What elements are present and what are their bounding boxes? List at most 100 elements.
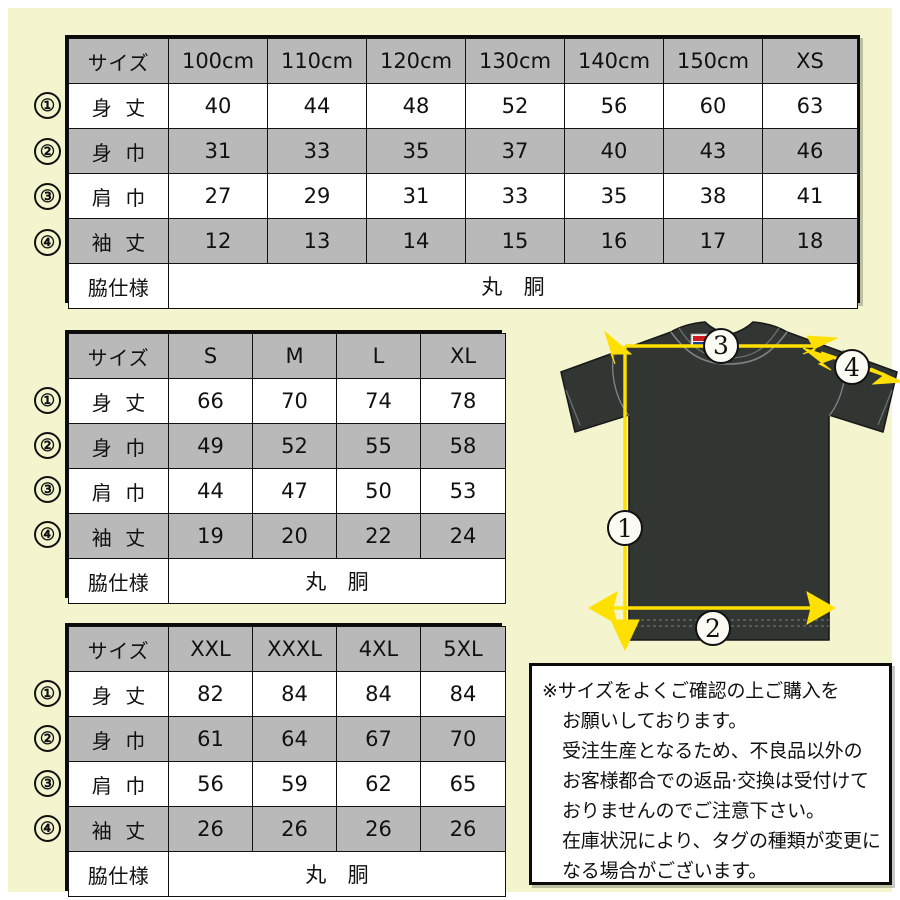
arrowhead-shoulder-right (802, 335, 839, 355)
table-cell: 44 (168, 468, 253, 514)
table-cell: 82 (168, 671, 253, 717)
table-row-footer: 脇仕様 丸 胴 (68, 851, 506, 897)
note-line: おりませんのでご注意下さい。 (562, 800, 825, 822)
table-cell: 31 (366, 173, 466, 219)
table-row: 身 丈 40 44 48 52 56 60 63 (68, 83, 858, 129)
marker-1-table2: ① (34, 387, 61, 414)
marker-2-table2: ② (34, 432, 61, 459)
marker-3-table3: ③ (34, 770, 61, 797)
table-cell: 18 (762, 218, 858, 264)
arrowhead-sleeve-left (802, 347, 837, 371)
diagram-marker-3: 3 (703, 328, 739, 364)
table-cell: 41 (762, 173, 858, 219)
table-row: 肩 巾 27 29 31 33 35 38 41 (68, 173, 858, 219)
marker-2-table3: ② (34, 725, 61, 752)
table-cell: 47 (252, 468, 337, 514)
table-cell: 22 (336, 513, 421, 559)
table-row: 肩 巾 44 47 50 53 (68, 468, 506, 514)
table-cell: 52 (465, 83, 565, 129)
table-cell: 35 (564, 173, 664, 219)
header-size: サイズ (68, 333, 169, 379)
table-cell: 37 (465, 128, 565, 174)
table-cell: 40 (564, 128, 664, 174)
table-row: 身 巾 49 52 55 58 (68, 423, 506, 469)
table-cell: 61 (168, 716, 253, 762)
column-header: 130cm (465, 38, 565, 84)
row-label: 袖 丈 (68, 806, 169, 852)
diagram-marker-2: 2 (695, 610, 731, 646)
table-cell: 40 (168, 83, 268, 129)
table-cell: 78 (420, 378, 506, 424)
table-cell: 19 (168, 513, 253, 559)
table-cell: 35 (366, 128, 466, 174)
table-cell: 59 (252, 761, 337, 807)
marker-1-table3: ① (34, 680, 61, 707)
table-cell: 70 (252, 378, 337, 424)
table-row-header: サイズ XXL XXXL 4XL 5XL (68, 626, 506, 672)
table-cell: 15 (465, 218, 565, 264)
column-header: 110cm (267, 38, 367, 84)
tshirt-diagram: 3 4 1 2 (553, 320, 900, 652)
arrowhead-width-left (587, 590, 618, 626)
table-cell: 48 (366, 83, 466, 129)
table-row: 袖 丈 26 26 26 26 (68, 806, 506, 852)
note-line: 受注生産となるため、不良品以外の (562, 740, 863, 762)
header-size: サイズ (68, 626, 169, 672)
column-header: XL (420, 333, 506, 379)
table-row-header: サイズ 100cm 110cm 120cm 130cm 140cm 150cm … (68, 38, 858, 84)
table-row: 身 巾 31 33 35 37 40 43 46 (68, 128, 858, 174)
note-line: お客様都合での返品·交換は受付けて (562, 770, 869, 792)
header-size: サイズ (68, 38, 169, 84)
row-label: 身 丈 (68, 378, 169, 424)
table-cell: 31 (168, 128, 268, 174)
table-cell: 13 (267, 218, 367, 264)
marker-4-table1: ④ (34, 229, 61, 256)
table-cell: 66 (168, 378, 253, 424)
table-cell: 63 (762, 83, 858, 129)
arrowhead-length-bottom (610, 619, 640, 652)
column-header: M (252, 333, 337, 379)
table-cell: 50 (336, 468, 421, 514)
table-cell: 20 (252, 513, 337, 559)
table-cell: 84 (420, 671, 506, 717)
row-label: 身 巾 (68, 716, 169, 762)
purchase-note-box: ※サイズをよくご確認の上ご購入を お願いしております。 受注生産となるため、不良… (529, 663, 892, 885)
svg-text:3: 3 (713, 331, 729, 360)
table-cell: 62 (336, 761, 421, 807)
diagram-marker-1: 1 (607, 510, 643, 546)
column-header: S (168, 333, 253, 379)
table-cell: 64 (252, 716, 337, 762)
table-cell: 56 (168, 761, 253, 807)
footer-label: 脇仕様 (68, 851, 169, 897)
table-cell: 60 (663, 83, 763, 129)
column-header: L (336, 333, 421, 379)
table-row: 身 丈 82 84 84 84 (68, 671, 506, 717)
table-cell: 33 (267, 128, 367, 174)
table-cell: 52 (252, 423, 337, 469)
row-label: 肩 巾 (68, 761, 169, 807)
table-cell: 26 (420, 806, 506, 852)
row-label: 身 巾 (68, 423, 169, 469)
footer-label: 脇仕様 (68, 558, 169, 604)
table-cell: 84 (336, 671, 421, 717)
page-background: ① ② ③ ④ ① ② ③ ④ ① ② ③ ④ サイズ 100cm 110c (8, 8, 900, 897)
table-cell: 84 (252, 671, 337, 717)
sleeve-hem-left (565, 389, 581, 426)
table-row: 身 巾 61 64 67 70 (68, 716, 506, 762)
table-row-header: サイズ S M L XL (68, 333, 506, 379)
table-cell: 26 (336, 806, 421, 852)
table-cell: 53 (420, 468, 506, 514)
size-table-kids: サイズ 100cm 110cm 120cm 130cm 140cm 150cm … (65, 35, 860, 309)
svg-text:1: 1 (617, 514, 633, 543)
footer-value: 丸 胴 (168, 558, 506, 604)
diagram-marker-4: 4 (834, 349, 870, 385)
collar-outline (670, 331, 788, 365)
row-label: 身 巾 (68, 128, 169, 174)
arrowhead-width-right (806, 590, 837, 626)
table-cell: 55 (336, 423, 421, 469)
svg-text:2: 2 (705, 614, 721, 643)
table-cell: 56 (564, 83, 664, 129)
table-row: 身 丈 66 70 74 78 (68, 378, 506, 424)
table-cell: 27 (168, 173, 268, 219)
row-label: 身 丈 (68, 671, 169, 717)
